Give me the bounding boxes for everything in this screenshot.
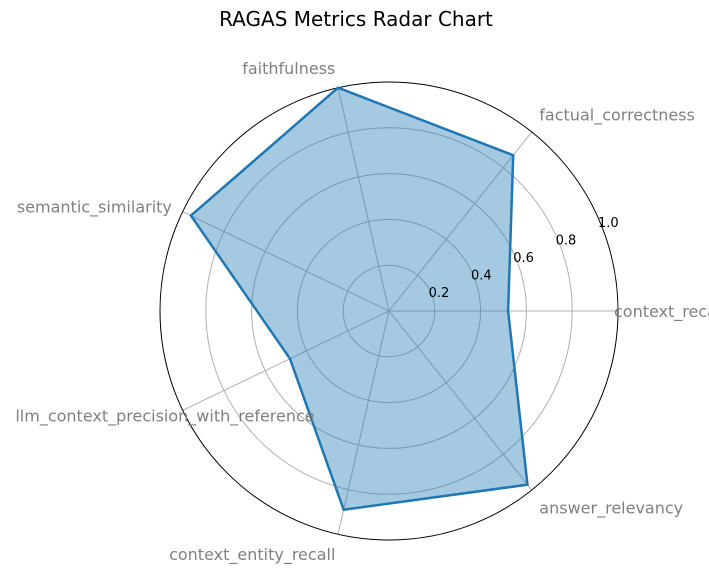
spoke-gridline xyxy=(337,310,390,535)
r-tick-label: 0.4 xyxy=(471,268,492,283)
r-tick-label: 0.2 xyxy=(429,286,450,301)
category-label: semantic_similarity xyxy=(17,197,172,217)
category-label: llm_context_precision_with_reference xyxy=(15,407,314,427)
category-label: answer_relevancy xyxy=(539,498,683,518)
series-line xyxy=(189,86,529,512)
ring-gridline xyxy=(296,218,482,404)
chart-title: RAGAS Metrics Radar Chart xyxy=(219,7,493,31)
category-label: faithfulness xyxy=(242,59,335,78)
spoke-gridline xyxy=(182,211,390,312)
label-layer: 0.2 0.4 0.6 0.8 1.0 context_recall factual_cor… xyxy=(15,59,709,565)
spoke-gridline xyxy=(388,131,533,312)
spoke-gridline xyxy=(388,310,533,491)
r-tick-label: 1.0 xyxy=(598,216,619,231)
category-label: context_recall xyxy=(614,302,709,322)
ring-gridline xyxy=(251,173,527,449)
series-area xyxy=(190,87,528,510)
spoke-gridline xyxy=(337,87,390,312)
category-label: context_entity_recall xyxy=(169,545,335,565)
outer-frame xyxy=(159,81,619,541)
category-label: factual_correctness xyxy=(539,106,695,126)
ring-gridline xyxy=(342,264,436,358)
data-layer xyxy=(189,86,529,512)
grid-layer xyxy=(159,81,619,541)
r-tick-label: 0.8 xyxy=(556,233,577,248)
r-tick-label: 0.6 xyxy=(513,251,534,266)
spoke-gridline xyxy=(182,310,390,411)
ring-gridline xyxy=(205,127,573,495)
